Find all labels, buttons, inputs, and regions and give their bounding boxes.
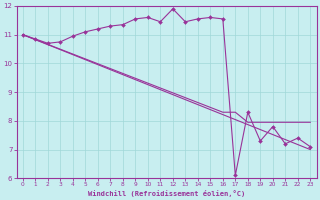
- X-axis label: Windchill (Refroidissement éolien,°C): Windchill (Refroidissement éolien,°C): [88, 190, 245, 197]
